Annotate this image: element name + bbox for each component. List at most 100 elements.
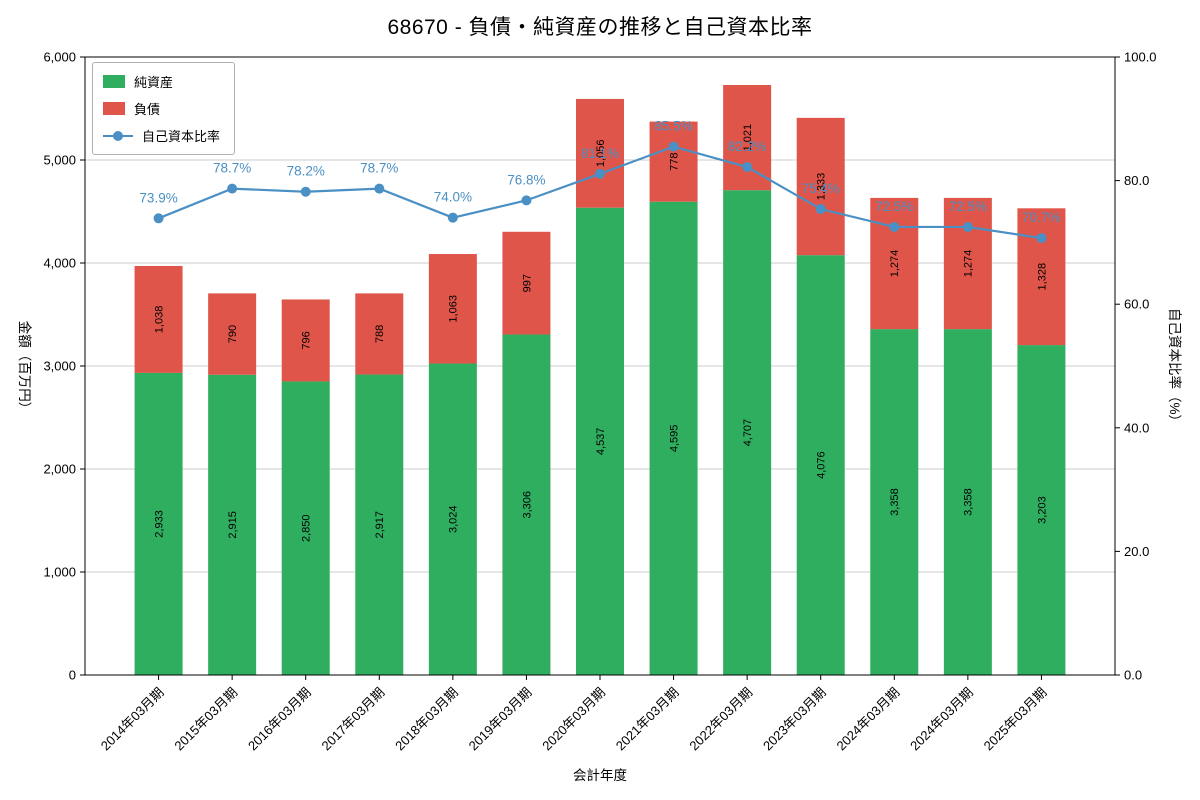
bar-liabilities [723, 85, 772, 191]
bar-liabilities [502, 231, 551, 335]
equity-ratio-label: 73.9% [139, 190, 177, 205]
y-axis-label-left: 金額（百万円） [17, 320, 32, 416]
x-tick-label: 2016年03月期 [245, 685, 314, 754]
bar-value-label-net-assets: 3,358 [889, 488, 901, 516]
equity-ratio-marker [300, 186, 311, 197]
bar-value-label-liabilities: 1,056 [595, 140, 607, 168]
bar-value-label-liabilities: 1,021 [742, 124, 754, 152]
y-tick-label-left: 3,000 [43, 359, 76, 374]
legend-label-liabilities: 負債 [134, 102, 161, 117]
liabilities-swatch-icon [103, 102, 125, 115]
bar-net-assets [1017, 345, 1066, 675]
y-tick-label-left: 1,000 [43, 565, 76, 580]
chart-title: 68670 - 負債・純資産の推移と自己資本比率 [387, 16, 813, 39]
equity-ratio-marker [595, 168, 605, 179]
equity-ratio-label: 85.5% [654, 119, 692, 134]
x-axis-label: 会計年度 [573, 768, 627, 783]
bar-value-label-liabilities: 997 [521, 274, 533, 292]
equity-ratio-swatch-icon [103, 129, 133, 142]
equity-ratio-marker [742, 162, 753, 173]
bar-net-assets [428, 363, 477, 675]
bar-liabilities [208, 293, 257, 375]
equity-ratio-label: 72.5% [875, 199, 913, 214]
y-tick-label-right: 100.0 [1124, 50, 1157, 65]
bar-value-label-liabilities: 778 [668, 152, 680, 170]
equity-ratio-label: 76.8% [507, 172, 545, 187]
equity-ratio-label: 81.1% [581, 146, 619, 161]
equity-ratio-marker [668, 141, 679, 152]
y-tick-label-left: 0 [69, 668, 76, 683]
bar-value-label-liabilities: 1,328 [1036, 263, 1048, 291]
bar-net-assets [576, 207, 624, 675]
bar-value-label-net-assets: 2,933 [153, 510, 165, 538]
bar-net-assets [208, 374, 257, 675]
bar-liabilities [870, 197, 919, 330]
x-tick-label: 2024年03月期 [907, 685, 976, 754]
y-axis-label-right: 自己資本比率（%） [1167, 307, 1182, 429]
x-tick-label: 2023年03月期 [760, 685, 829, 754]
bar-value-label-liabilities: 1,333 [816, 173, 828, 201]
bar-value-label-net-assets: 3,306 [521, 491, 533, 519]
bar-net-assets [134, 372, 183, 675]
x-tick-label: 2017年03月期 [319, 685, 388, 754]
legend-item-net-assets: 純資産 [103, 72, 220, 91]
equity-ratio-marker [227, 183, 238, 194]
bar-value-label-net-assets: 3,203 [1036, 496, 1048, 524]
x-tick-label: 2024年03月期 [834, 685, 903, 754]
equity-ratio-marker [153, 213, 164, 224]
bar-value-label-net-assets: 4,076 [816, 451, 828, 479]
bar-liabilities [281, 299, 330, 382]
bar-value-label-liabilities: 1,038 [153, 306, 165, 334]
bar-liabilities [576, 98, 624, 208]
bar-liabilities [943, 197, 992, 330]
x-tick-label: 2020年03月期 [539, 685, 608, 754]
equity-ratio-label: 78.7% [360, 161, 398, 176]
bar-value-label-net-assets: 2,850 [301, 514, 313, 542]
bar-liabilities [1017, 208, 1066, 346]
equity-ratio-marker [374, 183, 385, 194]
net-assets-swatch-icon [103, 75, 125, 88]
equity-ratio-marker [962, 221, 973, 232]
equity-ratio-label: 70.7% [1022, 210, 1060, 225]
bar-net-assets [649, 201, 698, 675]
y-tick-label-right: 20.0 [1124, 544, 1149, 559]
bar-value-label-net-assets: 4,595 [668, 425, 680, 453]
bar-value-label-liabilities: 1,274 [963, 250, 975, 278]
bar-net-assets [870, 329, 919, 675]
x-tick-label: 2018年03月期 [392, 685, 461, 754]
x-tick-label: 2014年03月期 [98, 685, 167, 754]
equity-ratio-label: 72.5% [949, 199, 987, 214]
y-tick-label-left: 4,000 [43, 256, 76, 271]
y-tick-label-left: 2,000 [43, 462, 76, 477]
bar-net-assets [796, 255, 845, 675]
y-tick-label-right: 0.0 [1124, 668, 1142, 683]
bar-net-assets [723, 190, 772, 675]
bar-net-assets [355, 374, 404, 675]
bar-liabilities [134, 265, 183, 373]
equity-ratio-label: 82.2% [728, 139, 766, 154]
equity-ratio-marker [1036, 233, 1047, 244]
bar-liabilities [355, 293, 404, 375]
legend-label-equity-ratio: 自己資本比率 [142, 129, 221, 144]
bar-value-label-net-assets: 2,915 [227, 511, 239, 539]
equity-ratio-marker [889, 221, 900, 232]
bar-value-label-liabilities: 1,063 [448, 295, 460, 323]
bar-value-label-net-assets: 3,358 [963, 488, 975, 516]
y-tick-label-right: 40.0 [1124, 420, 1149, 435]
bar-value-label-net-assets: 4,707 [742, 419, 754, 447]
y-tick-label-left: 6,000 [43, 50, 76, 65]
bar-liabilities [428, 254, 477, 364]
x-tick-label: 2021年03月期 [613, 685, 682, 754]
legend-label-net-assets: 純資産 [134, 75, 174, 90]
equity-ratio-label: 78.7% [213, 161, 251, 176]
legend-item-liabilities: 負債 [103, 99, 220, 118]
bar-value-label-liabilities: 796 [301, 331, 313, 349]
y-tick-label-right: 60.0 [1124, 297, 1149, 312]
bar-value-label-liabilities: 788 [374, 325, 386, 343]
equity-ratio-label: 74.0% [434, 190, 472, 205]
bar-value-label-net-assets: 4,537 [595, 428, 607, 456]
bar-liabilities [649, 121, 698, 202]
bar-value-label-liabilities: 790 [227, 325, 239, 343]
